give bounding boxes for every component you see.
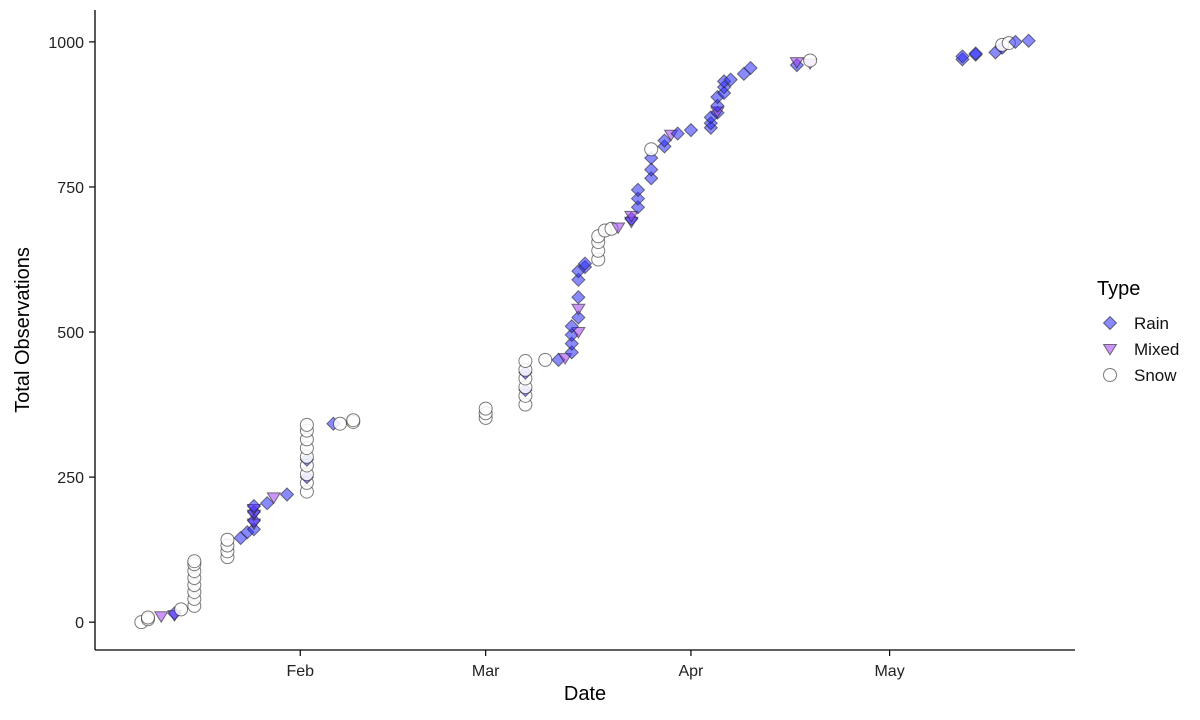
data-point-rain: [630, 182, 646, 198]
data-point-snow: [518, 354, 533, 369]
y-tick-label: 750: [57, 180, 84, 197]
x-ticks: Feb Mar Apr May: [286, 650, 905, 680]
data-point-rain: [955, 49, 970, 64]
data-point-rain: [279, 487, 295, 502]
data-point-rain: [723, 72, 738, 87]
legend-triangle-down-icon: [1102, 343, 1118, 356]
data-point-rain: [571, 290, 586, 305]
data-point-rain: [968, 46, 983, 61]
legend-label: Snow: [1134, 366, 1177, 385]
data-point-snow: [644, 142, 659, 157]
legend-item-rain: Rain: [1102, 314, 1169, 333]
data-point-mixed: [266, 492, 282, 505]
legend-title: Type: [1097, 278, 1140, 300]
x-axis-title: Date: [564, 683, 606, 705]
data-point-mixed: [557, 353, 573, 365]
data-point-snow: [803, 53, 818, 68]
data-point-rain: [571, 310, 586, 325]
y-ticks: 0 250 500 750 1000: [48, 35, 95, 632]
data-point-rain: [564, 336, 579, 351]
data-point-snow: [140, 610, 155, 625]
data-point-rain: [246, 498, 262, 514]
data-point-rain: [564, 319, 579, 334]
data-point-mixed: [570, 326, 586, 339]
data-point-rain: [644, 162, 659, 177]
data-point-mixed: [789, 57, 805, 70]
data-point-rain: [577, 256, 593, 271]
data-point-rain: [670, 126, 685, 141]
data-point-rain: [657, 133, 672, 148]
data-point-rain: [1021, 33, 1036, 48]
x-tick-label: Feb: [286, 663, 314, 680]
points-layer: [134, 33, 1036, 630]
data-point-rain: [743, 60, 758, 76]
data-point-mixed: [610, 222, 626, 235]
data-point-mixed: [570, 303, 586, 316]
y-axis-title: Total Observations: [12, 247, 34, 413]
data-point-rain: [1008, 34, 1023, 50]
y-tick-label: 0: [75, 615, 84, 632]
data-point-snow: [187, 554, 202, 569]
data-point-mixed: [623, 210, 639, 223]
data-point-rain: [564, 345, 579, 360]
data-point-snow: [478, 401, 493, 416]
x-tick-label: Apr: [678, 663, 704, 680]
data-point-snow: [174, 602, 189, 617]
data-point-rain: [571, 272, 586, 288]
data-point-snow: [346, 413, 361, 428]
legend-diamond-icon: [1102, 315, 1118, 331]
legend-label: Mixed: [1134, 340, 1179, 359]
legend-item-mixed: Mixed: [1102, 340, 1179, 359]
data-point-rain: [644, 171, 659, 186]
data-point-snow: [299, 417, 314, 432]
data-point-mixed: [153, 611, 169, 624]
y-tick-label: 1000: [48, 35, 84, 52]
x-tick-label: Mar: [472, 663, 500, 680]
x-tick-label: May: [874, 663, 904, 680]
y-tick-label: 250: [57, 470, 84, 487]
legend: Type Rain Mixed Snow: [1097, 278, 1179, 385]
data-point-snow: [333, 416, 347, 431]
data-point-rain: [683, 122, 699, 138]
data-point-rain: [630, 191, 646, 206]
legend-label: Rain: [1134, 314, 1169, 333]
y-tick-label: 500: [57, 325, 84, 342]
data-point-rain: [710, 98, 725, 113]
data-point-rain: [259, 495, 275, 511]
data-point-snow: [220, 532, 235, 547]
data-point-snow: [538, 352, 553, 367]
data-point-rain: [630, 200, 646, 215]
legend-item-snow: Snow: [1103, 366, 1177, 385]
legend-circle-icon: [1103, 368, 1117, 382]
